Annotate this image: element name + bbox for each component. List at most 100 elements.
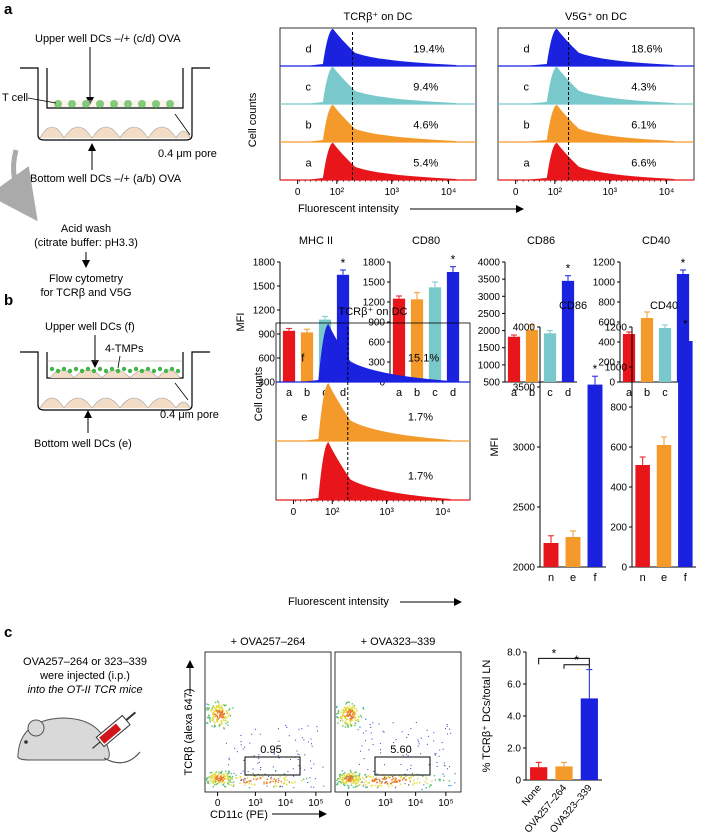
event-dot bbox=[347, 724, 349, 726]
event-dot bbox=[384, 778, 386, 781]
event-dot bbox=[222, 780, 224, 782]
event-dot bbox=[262, 776, 264, 778]
event-dot bbox=[436, 761, 438, 763]
event-dot bbox=[214, 725, 216, 727]
bar-0 bbox=[282, 330, 296, 382]
bar-1 bbox=[525, 329, 539, 382]
event-dot bbox=[286, 779, 289, 781]
event-dot bbox=[279, 775, 281, 778]
event-dot bbox=[362, 776, 364, 779]
hist-row-pct: 15.1% bbox=[408, 352, 439, 364]
bar-0 bbox=[392, 298, 406, 382]
event-dot bbox=[384, 782, 386, 784]
gate-value: 5.60 bbox=[390, 744, 411, 756]
hist-curve-a bbox=[305, 142, 457, 180]
event-dot bbox=[216, 709, 218, 712]
event-dot bbox=[410, 767, 412, 769]
event-dot bbox=[350, 775, 352, 777]
tmp-dot bbox=[55, 368, 61, 374]
bar-2 bbox=[658, 328, 672, 382]
event-dot bbox=[220, 706, 222, 708]
event-dot bbox=[354, 724, 356, 727]
event-dot bbox=[445, 728, 447, 730]
panel-label-a: a bbox=[4, 1, 13, 18]
event-dot bbox=[362, 784, 365, 786]
event-dot bbox=[282, 783, 285, 785]
event-dot bbox=[398, 775, 401, 777]
event-dot bbox=[254, 776, 257, 778]
event-dot bbox=[365, 776, 368, 779]
event-dot bbox=[383, 764, 385, 766]
event-dot bbox=[394, 777, 396, 779]
event-dot bbox=[277, 755, 279, 757]
event-dot bbox=[356, 782, 358, 784]
flow-ylabel: TCRβ (alexa 647) bbox=[183, 688, 195, 775]
event-dot bbox=[216, 716, 219, 718]
x-tick-label: d bbox=[565, 387, 571, 399]
event-dot bbox=[377, 785, 379, 788]
event-dot bbox=[227, 724, 229, 727]
event-dot bbox=[221, 781, 224, 783]
x-tick-label: e bbox=[570, 572, 576, 584]
event-dot bbox=[354, 717, 356, 720]
event-dot bbox=[214, 772, 217, 774]
event-dot bbox=[353, 707, 356, 710]
hist-row-pct: 9.4% bbox=[413, 82, 438, 94]
event-dot bbox=[242, 770, 244, 772]
event-dot bbox=[346, 775, 349, 777]
event-dot bbox=[347, 787, 350, 789]
y-tick-label: 3000 bbox=[513, 443, 536, 454]
tick-label: 10⁴ bbox=[435, 507, 450, 518]
event-dot bbox=[233, 781, 235, 783]
event-dot bbox=[209, 772, 211, 774]
event-dot bbox=[356, 779, 359, 781]
event-dot bbox=[307, 782, 309, 784]
x-tick-label: n bbox=[640, 572, 646, 584]
event-dot bbox=[355, 783, 357, 785]
event-dot bbox=[342, 776, 344, 778]
bar-chart-title: CD86 bbox=[559, 300, 587, 312]
hist-row-label: a bbox=[523, 158, 530, 170]
event-dot bbox=[426, 782, 428, 785]
event-dot bbox=[383, 731, 385, 733]
y-tick-label: 2500 bbox=[478, 309, 501, 320]
event-dot bbox=[395, 739, 397, 741]
tmp-dot bbox=[127, 368, 133, 374]
event-dot bbox=[226, 711, 229, 713]
event-dot bbox=[231, 775, 234, 778]
event-dot bbox=[221, 704, 223, 707]
event-dot bbox=[420, 737, 422, 739]
event-dot bbox=[224, 786, 227, 788]
hist-curve-b bbox=[523, 104, 675, 142]
event-dot bbox=[433, 732, 435, 734]
event-dot bbox=[336, 783, 338, 786]
event-dot bbox=[223, 781, 226, 784]
event-dot bbox=[362, 785, 364, 787]
event-dot bbox=[206, 782, 209, 784]
event-dot bbox=[216, 700, 219, 702]
event-dot bbox=[390, 782, 393, 784]
event-dot bbox=[211, 775, 213, 777]
event-dot bbox=[383, 777, 385, 779]
event-dot bbox=[351, 782, 353, 784]
event-dot bbox=[416, 782, 418, 784]
event-dot bbox=[336, 706, 338, 709]
event-dot bbox=[296, 750, 298, 752]
event-dot bbox=[339, 720, 342, 722]
x-tick-label: a bbox=[396, 387, 403, 399]
event-dot bbox=[357, 785, 359, 787]
event-dot bbox=[345, 777, 348, 779]
event-dot bbox=[317, 730, 319, 732]
event-dot bbox=[371, 779, 373, 781]
event-dot bbox=[336, 779, 338, 782]
event-dot bbox=[215, 774, 217, 777]
event-dot bbox=[350, 715, 352, 718]
event-dot bbox=[211, 777, 213, 779]
event-dot bbox=[222, 719, 225, 721]
upper-well-label: Upper well DCs –/+ (c/d) OVA bbox=[35, 33, 181, 45]
event-dot bbox=[365, 730, 367, 732]
event-dot bbox=[344, 782, 346, 784]
y-tick-label: 400 bbox=[610, 483, 627, 494]
tmp-dot bbox=[49, 366, 55, 372]
event-dot bbox=[351, 716, 354, 718]
